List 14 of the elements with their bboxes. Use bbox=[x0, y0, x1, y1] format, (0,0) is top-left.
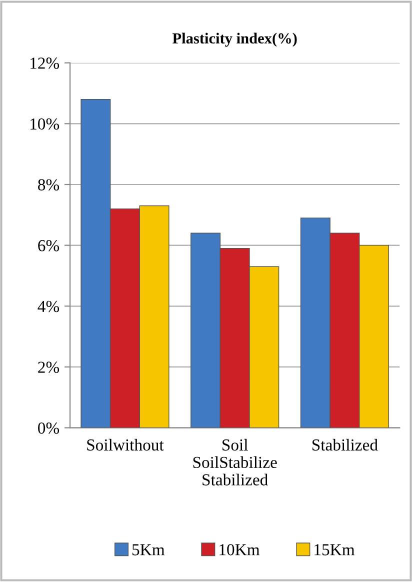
legend-label: 10Km bbox=[220, 544, 260, 556]
chart-title: Plasticity index(%) bbox=[172, 32, 297, 47]
y-tick-label: 10% bbox=[30, 118, 60, 130]
y-tick-label: 4% bbox=[38, 300, 60, 312]
y-tick-label: 0% bbox=[38, 422, 60, 434]
y-tick-label: 6% bbox=[38, 240, 60, 252]
legend-label: 5Km bbox=[132, 544, 165, 556]
y-tick-label: 8% bbox=[38, 179, 60, 190]
legend-label: 15Km bbox=[314, 544, 355, 556]
x-tick-label: Soilwithout bbox=[87, 438, 164, 451]
y-tick-label: 2% bbox=[38, 362, 60, 373]
x-tick-label: Soil SoilStabilize Stabilized bbox=[193, 438, 277, 486]
y-tick-label: 12% bbox=[30, 58, 60, 69]
x-tick-label: Stabilized bbox=[312, 438, 378, 451]
